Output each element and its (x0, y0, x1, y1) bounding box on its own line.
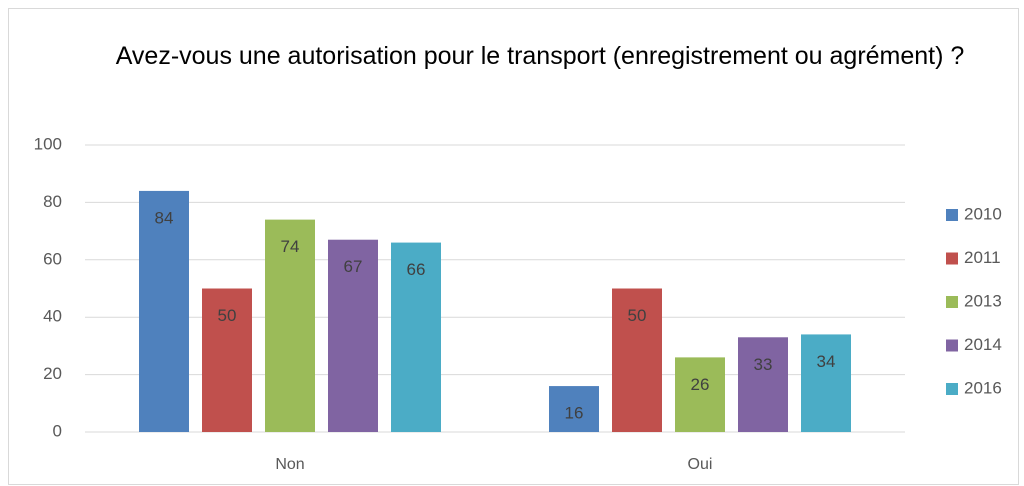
y-tick-label: 0 (53, 421, 62, 440)
value-label: 66 (407, 260, 426, 279)
value-label: 16 (565, 404, 584, 423)
y-tick-label: 20 (43, 364, 62, 383)
bar (738, 337, 788, 432)
y-tick-label: 40 (43, 307, 62, 326)
value-label: 33 (754, 355, 773, 374)
bar (328, 239, 378, 432)
legend-label: 2013 (964, 291, 1002, 310)
legend-label: 2014 (964, 335, 1002, 354)
bar (391, 242, 441, 432)
legend-label: 2010 (964, 204, 1002, 223)
legend-swatch (946, 209, 958, 221)
value-label: 74 (281, 237, 300, 256)
value-label: 84 (155, 208, 174, 227)
bar (202, 288, 252, 432)
legend-label: 2016 (964, 378, 1002, 397)
value-label: 26 (691, 375, 710, 394)
legend-swatch (946, 339, 958, 352)
chart-title: Avez-vous une autorisation pour le trans… (115, 42, 965, 70)
x-tick-label: Non (275, 456, 304, 473)
y-tick-label: 80 (43, 192, 62, 211)
value-label: 50 (628, 306, 647, 325)
value-label: 34 (817, 352, 836, 371)
chart-border (8, 8, 1019, 485)
bar (675, 357, 725, 432)
value-label: 50 (218, 306, 237, 325)
bar (265, 219, 315, 432)
value-label: 67 (344, 257, 363, 276)
legend-label: 2011 (964, 248, 1001, 267)
legend-swatch (946, 383, 958, 395)
legend-swatch (946, 296, 958, 308)
x-tick-label: Oui (688, 456, 713, 473)
bar (612, 288, 662, 432)
bar (801, 334, 851, 432)
bar (139, 190, 189, 432)
y-tick-label: 60 (43, 249, 62, 268)
legend-swatch (946, 252, 958, 265)
bar (549, 386, 599, 432)
y-tick-label: 100 (34, 134, 62, 153)
